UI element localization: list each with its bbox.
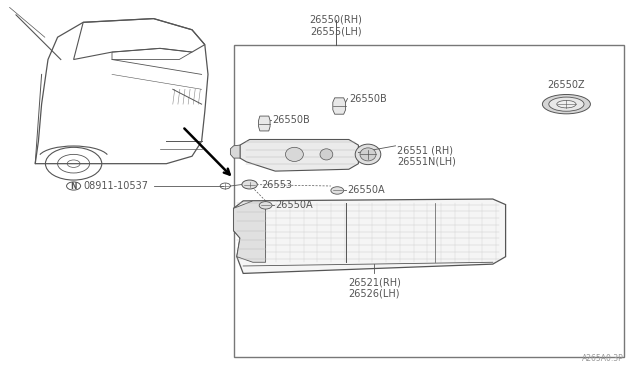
Text: 26553: 26553 <box>261 180 292 189</box>
Polygon shape <box>234 199 506 273</box>
Text: N: N <box>70 182 77 190</box>
Ellipse shape <box>320 149 333 160</box>
Text: 08911-10537: 08911-10537 <box>83 181 148 191</box>
Ellipse shape <box>543 94 591 114</box>
Polygon shape <box>230 145 240 158</box>
Polygon shape <box>333 98 346 114</box>
Polygon shape <box>234 201 266 262</box>
Ellipse shape <box>285 147 303 161</box>
Ellipse shape <box>548 97 584 111</box>
Text: 26551 (RH)
26551N(LH): 26551 (RH) 26551N(LH) <box>397 145 456 167</box>
Ellipse shape <box>360 148 376 161</box>
Text: 26550(RH)
26555(LH): 26550(RH) 26555(LH) <box>310 15 362 36</box>
Text: 26550A: 26550A <box>347 186 385 195</box>
Text: A265A0.3P: A265A0.3P <box>582 354 624 363</box>
Polygon shape <box>240 140 358 171</box>
Ellipse shape <box>355 144 381 165</box>
Text: 26550B: 26550B <box>349 94 387 103</box>
Circle shape <box>259 202 272 209</box>
Text: 26521(RH)
26526(LH): 26521(RH) 26526(LH) <box>348 277 401 299</box>
Bar <box>234 45 624 357</box>
Text: 26550Z: 26550Z <box>548 80 585 90</box>
Polygon shape <box>259 116 270 131</box>
Text: 26550A: 26550A <box>275 201 313 210</box>
Text: 26550B: 26550B <box>272 115 310 125</box>
Circle shape <box>242 180 257 189</box>
Ellipse shape <box>557 100 576 108</box>
Circle shape <box>331 187 344 194</box>
